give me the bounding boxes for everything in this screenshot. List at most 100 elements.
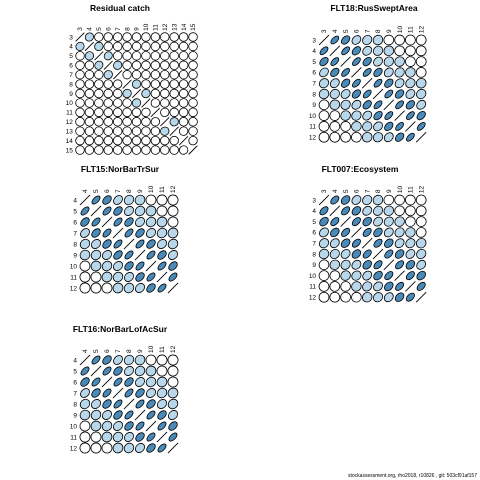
correlation-ellipse — [150, 69, 161, 80]
column-tick-label: 6 — [354, 189, 361, 193]
correlation-ellipse — [131, 60, 142, 70]
correlation-ellipse — [112, 126, 123, 136]
diagonal-mark — [79, 354, 91, 366]
correlation-ellipse — [123, 354, 135, 366]
diagonal-mark — [134, 409, 146, 421]
row-tick-label: 3 — [69, 34, 73, 41]
correlation-ellipse — [169, 41, 179, 52]
correlation-ellipse — [122, 41, 132, 52]
correlation-ellipse — [329, 78, 340, 89]
correlation-ellipse — [318, 238, 330, 249]
correlation-ellipse — [91, 355, 101, 365]
correlation-ellipse — [362, 68, 372, 77]
column-tick-label: 10 — [148, 185, 155, 193]
correlation-ellipse — [394, 194, 405, 206]
correlation-ellipse — [102, 366, 112, 376]
correlation-ellipse — [394, 34, 405, 46]
correlation-ellipse — [124, 250, 134, 260]
diagonal-mark — [112, 387, 124, 399]
diagonal-mark — [167, 282, 179, 294]
correlation-ellipse — [372, 194, 384, 206]
correlation-ellipse — [124, 366, 134, 376]
column-tick-label: 10 — [148, 345, 155, 353]
correlation-ellipse — [384, 249, 394, 259]
correlation-ellipse — [80, 377, 90, 387]
row-tick-label: 7 — [312, 241, 316, 248]
diagonal-mark — [372, 88, 384, 100]
column-tick-label: 11 — [408, 186, 415, 193]
correlation-ellipse — [101, 282, 113, 294]
correlation-ellipse — [169, 98, 179, 108]
correlation-ellipse — [122, 107, 132, 118]
correlation-ellipse — [146, 410, 156, 420]
correlation-ellipse — [169, 79, 179, 89]
diagonal-mark — [351, 227, 362, 238]
diagonal-mark — [188, 145, 198, 155]
correlation-ellipse — [122, 60, 132, 70]
correlation-ellipse — [373, 238, 383, 248]
correlation-ellipse — [103, 88, 113, 99]
correlation-ellipse — [84, 126, 95, 136]
correlation-ellipse — [178, 32, 189, 42]
diagonal-mark — [122, 79, 132, 89]
correlation-ellipse — [168, 272, 178, 282]
correlation-ellipse — [94, 126, 104, 136]
correlation-ellipse — [405, 227, 416, 238]
correlation-ellipse — [103, 51, 113, 61]
correlation-ellipse — [131, 79, 142, 89]
correlation-ellipse — [122, 135, 132, 146]
correlation-ellipse — [383, 45, 395, 57]
correlation-ellipse — [167, 376, 179, 388]
correlation-ellipse — [131, 107, 142, 118]
correlation-ellipse — [318, 131, 330, 143]
column-tick-label: 7 — [364, 189, 371, 193]
correlation-ellipse — [330, 35, 340, 45]
diagonal-mark — [101, 216, 113, 228]
correlation-ellipse — [90, 271, 102, 283]
row-tick-label: 15 — [66, 147, 74, 154]
correlation-ellipse — [113, 217, 123, 227]
correlation-ellipse — [383, 205, 395, 217]
correlation-ellipse — [79, 282, 91, 294]
correlation-ellipse — [383, 67, 394, 78]
panel-title: FLT15:NorBarTrSur — [81, 164, 160, 174]
correlation-ellipse — [330, 57, 340, 66]
correlation-ellipse — [102, 239, 112, 249]
correlation-ellipse — [112, 135, 123, 146]
row-tick-label: 8 — [69, 81, 73, 88]
correlation-ellipse — [415, 194, 427, 206]
correlation-ellipse — [394, 205, 405, 217]
correlation-ellipse — [318, 78, 330, 89]
correlation-ellipse — [340, 35, 351, 45]
correlation-ellipse — [362, 121, 373, 132]
column-tick-label: 4 — [87, 27, 94, 31]
correlation-ellipse — [406, 132, 415, 142]
correlation-ellipse — [113, 410, 123, 420]
correlation-ellipse — [373, 216, 383, 227]
correlation-ellipse — [79, 409, 91, 421]
correlation-ellipse — [340, 291, 351, 303]
correlation-ellipse — [79, 420, 91, 432]
correlation-ellipse — [167, 238, 179, 250]
row-tick-label: 10 — [70, 423, 78, 430]
column-tick-label: 7 — [364, 29, 371, 33]
correlation-ellipse — [80, 388, 90, 398]
row-tick-label: 4 — [312, 48, 316, 55]
correlation-ellipse — [91, 195, 101, 205]
correlation-ellipse — [160, 41, 170, 52]
diagonal-mark — [113, 70, 123, 80]
row-tick-label: 4 — [69, 44, 73, 51]
diagonal-mark — [131, 88, 142, 99]
diagonal-mark — [329, 205, 341, 217]
correlation-ellipse — [405, 205, 416, 217]
correlation-ellipse — [84, 135, 95, 146]
correlation-ellipse — [157, 261, 167, 271]
correlation-ellipse — [102, 410, 112, 420]
correlation-ellipse — [150, 60, 161, 70]
column-tick-label: 10 — [397, 25, 404, 33]
correlation-ellipse — [351, 35, 362, 45]
correlation-ellipse — [103, 70, 113, 80]
correlation-ellipse — [318, 270, 330, 281]
correlation-ellipse — [168, 432, 178, 442]
correlation-ellipse — [188, 51, 198, 61]
